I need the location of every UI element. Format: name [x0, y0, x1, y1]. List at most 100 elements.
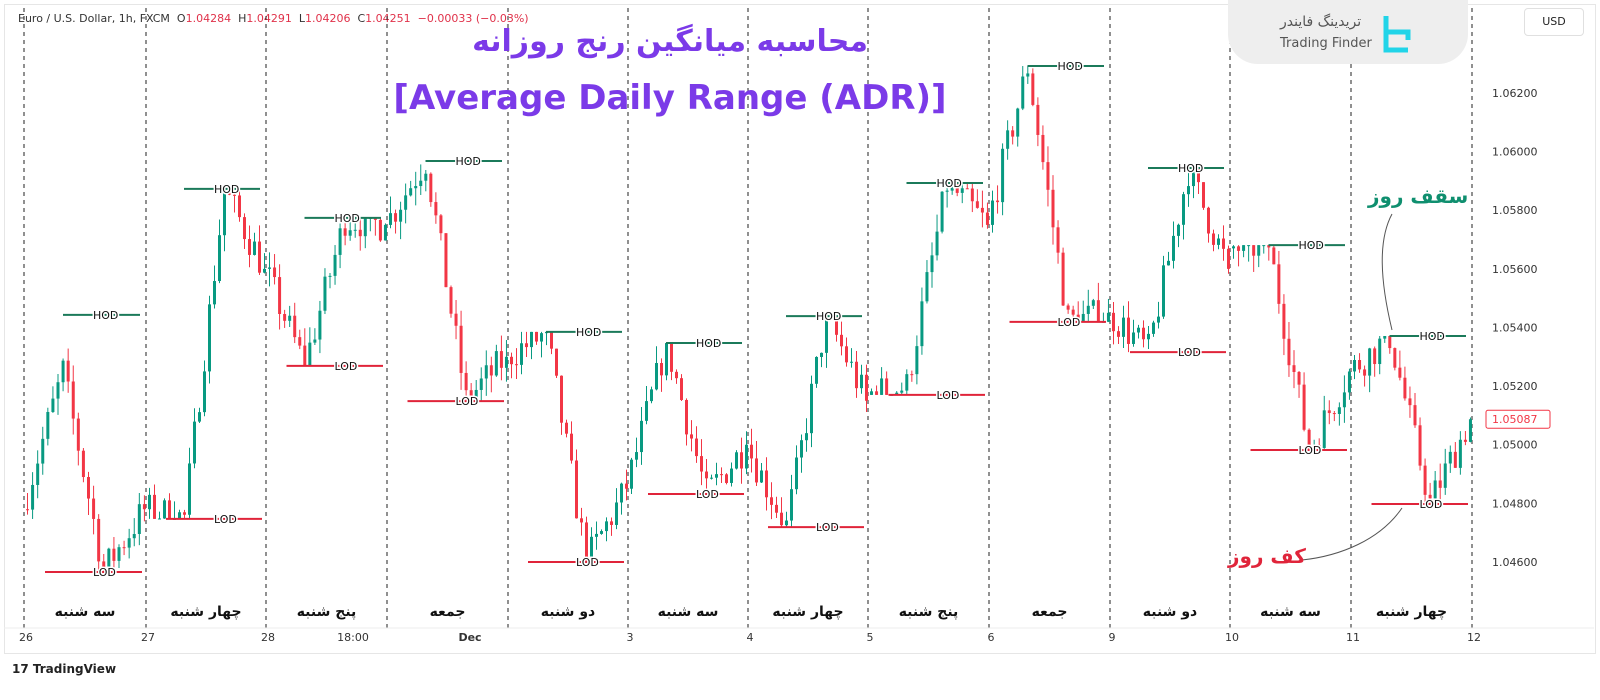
candle-body	[348, 230, 352, 236]
candle-body	[464, 372, 468, 391]
candle-body	[690, 434, 693, 439]
candle-body	[930, 255, 934, 273]
candle-body	[965, 188, 969, 190]
title-persian: محاسبه میانگین رنج روزانه	[472, 24, 868, 59]
candle-body	[313, 339, 317, 343]
tradingview-logo[interactable]: 17 TradingView	[12, 662, 116, 676]
lod-label: LOD	[576, 556, 599, 569]
candle-body	[97, 518, 101, 562]
lod-label: LOD	[1058, 316, 1081, 329]
trading-finder-logo-icon	[1383, 16, 1411, 53]
candle-body	[725, 474, 728, 483]
candle-body	[635, 452, 638, 460]
candle-body	[1463, 439, 1467, 442]
candle-body	[655, 363, 658, 390]
candle-body	[61, 360, 65, 383]
candle-body	[825, 316, 828, 353]
candle-body	[268, 267, 271, 269]
candle-body	[510, 356, 513, 365]
symbol-name[interactable]: Euro / U.S. Dollar, 1h, FXCM	[18, 12, 170, 25]
candle-body	[1358, 360, 1362, 370]
candle-body	[600, 531, 603, 534]
candle-body	[1272, 247, 1276, 265]
candle-body	[1237, 246, 1241, 251]
close-value: 1.04251	[365, 12, 411, 25]
candle-body	[1112, 312, 1115, 332]
candle-body	[1423, 465, 1427, 495]
lod-label: LOD	[816, 521, 839, 534]
candle-body	[1222, 238, 1225, 249]
tradingview-text: TradingView	[32, 662, 117, 676]
candle-body	[253, 241, 256, 255]
candle-body	[1081, 313, 1085, 322]
candle-body	[755, 458, 758, 483]
candle-body	[1187, 186, 1190, 195]
candle-body	[850, 361, 853, 363]
candle-body	[1383, 335, 1387, 339]
day-label: سه شنبه	[55, 604, 116, 620]
candle-body	[112, 548, 116, 561]
candle-body	[1468, 419, 1472, 442]
candle-body	[1327, 410, 1331, 414]
day-label: دو شنبه	[1143, 604, 1197, 620]
candle-body	[580, 518, 583, 523]
candle-body	[198, 412, 201, 422]
candle-body	[770, 497, 773, 505]
candle-body	[865, 374, 868, 401]
candle-body	[991, 200, 994, 225]
candle-body	[720, 474, 723, 476]
candle-body	[550, 331, 553, 349]
candle-body	[308, 342, 312, 366]
candle-body	[46, 411, 50, 439]
candle-body	[740, 452, 743, 469]
price-tick: 1.05000	[1492, 439, 1538, 452]
candle-body	[449, 287, 453, 314]
candle-body	[153, 494, 156, 519]
candle-body	[915, 346, 919, 375]
candle-body	[750, 444, 753, 459]
time-tick: 12	[1467, 631, 1481, 644]
day-label: جمعه	[430, 604, 466, 620]
candle-body	[1076, 314, 1080, 322]
candle-body	[328, 275, 332, 277]
candle-body	[122, 547, 126, 549]
candle-body	[875, 391, 879, 395]
candle-body	[625, 483, 628, 489]
hod-label: HOD	[816, 310, 841, 323]
hod-label: HOD	[937, 177, 962, 190]
candle-body	[1282, 303, 1286, 339]
title-english: [Average Daily Range (ADR)]	[393, 78, 947, 118]
candle-body	[595, 533, 598, 537]
candle-body	[1212, 233, 1215, 245]
candle-body	[675, 371, 678, 379]
price-tick: 1.05800	[1492, 204, 1538, 217]
candle-body	[710, 477, 713, 479]
candle-body	[1167, 260, 1170, 266]
day-label: سه شنبه	[1260, 604, 1321, 620]
lod-label: LOD	[1178, 346, 1201, 359]
candle-body	[127, 538, 131, 548]
candle-body	[1428, 494, 1432, 499]
candle-body	[1307, 429, 1311, 451]
candle-body	[298, 337, 302, 346]
candle-body	[419, 180, 423, 187]
candle-body	[399, 209, 403, 222]
candle-body	[515, 364, 518, 366]
candle-body	[910, 374, 914, 376]
candle-body	[575, 460, 578, 519]
day-label: چهار شنبه	[772, 604, 843, 620]
candle-body	[26, 509, 29, 511]
candle-body	[640, 420, 643, 453]
candle-body	[469, 390, 473, 401]
candle-body	[1071, 309, 1075, 315]
candle-body	[660, 363, 663, 376]
candle-body	[925, 272, 929, 302]
candle-body	[885, 378, 889, 395]
hod-label: HOD	[696, 337, 721, 350]
candle-body	[504, 356, 508, 368]
currency-button[interactable]: USD	[1524, 8, 1584, 36]
candle-body	[1302, 384, 1306, 430]
candle-body	[1342, 392, 1346, 408]
candle-body	[107, 548, 111, 571]
